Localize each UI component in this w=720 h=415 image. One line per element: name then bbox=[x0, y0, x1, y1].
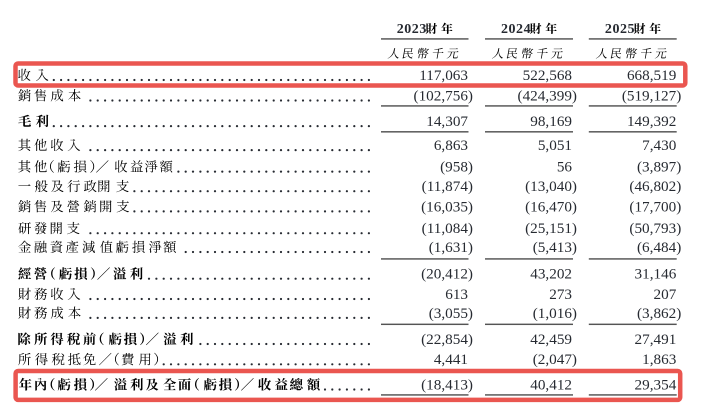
svg-text:207: 207 bbox=[654, 286, 677, 303]
svg-text:(3,862): (3,862) bbox=[637, 305, 681, 322]
svg-text:(519,127): (519,127) bbox=[622, 87, 681, 104]
svg-text:(20,412): (20,412) bbox=[421, 266, 473, 283]
svg-text:(13,040): (13,040) bbox=[525, 178, 577, 195]
svg-text:5,051: 5,051 bbox=[538, 137, 572, 154]
svg-text:(18,413): (18,413) bbox=[421, 376, 473, 393]
svg-text:(3,897): (3,897) bbox=[637, 159, 681, 176]
svg-text:668,519: 668,519 bbox=[627, 67, 676, 84]
svg-text:2023: 2023 bbox=[397, 22, 427, 37]
svg-text:(5,413): (5,413) bbox=[533, 239, 577, 256]
svg-text:(958): (958) bbox=[440, 159, 473, 176]
svg-text:(1,631): (1,631) bbox=[429, 239, 473, 256]
svg-text:(2,047): (2,047) bbox=[533, 351, 577, 368]
svg-text:(1,016): (1,016) bbox=[533, 305, 577, 322]
svg-text:(6,484): (6,484) bbox=[637, 239, 681, 256]
svg-text:(102,756): (102,756) bbox=[414, 87, 473, 104]
svg-text:(46,802): (46,802) bbox=[629, 178, 681, 195]
svg-text:149,392: 149,392 bbox=[627, 113, 676, 130]
svg-text:7,430: 7,430 bbox=[642, 137, 677, 154]
svg-text:(50,793): (50,793) bbox=[629, 220, 681, 237]
svg-text:(16,035): (16,035) bbox=[421, 198, 473, 215]
svg-text:2025: 2025 bbox=[605, 22, 635, 37]
svg-text:56: 56 bbox=[557, 159, 573, 176]
svg-text:(3,055): (3,055) bbox=[429, 305, 473, 322]
svg-text:273: 273 bbox=[549, 286, 572, 303]
svg-text:43,202: 43,202 bbox=[530, 266, 572, 283]
svg-text:14,307: 14,307 bbox=[426, 113, 468, 130]
svg-text:40,412: 40,412 bbox=[530, 376, 572, 393]
svg-text:4,441: 4,441 bbox=[434, 351, 468, 368]
svg-text:(25,151): (25,151) bbox=[525, 220, 577, 237]
svg-text:42,459: 42,459 bbox=[530, 331, 572, 348]
svg-text:613: 613 bbox=[445, 286, 468, 303]
svg-text:(16,470): (16,470) bbox=[525, 198, 577, 215]
svg-text:(11,874): (11,874) bbox=[422, 178, 473, 195]
svg-text:31,146: 31,146 bbox=[635, 266, 677, 283]
svg-text:522,568: 522,568 bbox=[523, 67, 573, 84]
svg-text:98,169: 98,169 bbox=[530, 113, 572, 130]
svg-text:6,863: 6,863 bbox=[434, 137, 468, 154]
svg-text:2024: 2024 bbox=[501, 22, 531, 37]
svg-text:(22,854): (22,854) bbox=[421, 331, 473, 348]
svg-text:27,491: 27,491 bbox=[635, 331, 677, 348]
svg-text:117,063: 117,063 bbox=[419, 67, 468, 84]
svg-text:29,354: 29,354 bbox=[635, 376, 677, 393]
svg-text:(424,399): (424,399) bbox=[518, 87, 577, 104]
svg-text:(11,084): (11,084) bbox=[422, 220, 473, 237]
svg-text:1,863: 1,863 bbox=[642, 351, 676, 368]
svg-text:(17,700): (17,700) bbox=[629, 198, 681, 215]
